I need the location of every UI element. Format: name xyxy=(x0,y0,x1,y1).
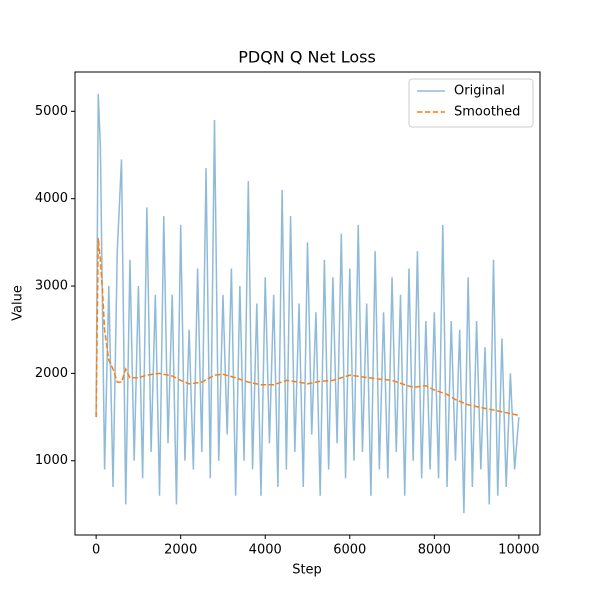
y-axis-label: Value xyxy=(11,285,26,321)
x-tick-label: 6000 xyxy=(333,543,366,558)
legend-label: Original xyxy=(454,84,505,99)
y-tick-label: 3000 xyxy=(35,279,68,294)
plot-frame xyxy=(74,71,541,536)
x-tick-label: 10000 xyxy=(498,543,539,558)
x-axis-label: Step xyxy=(292,563,322,578)
y-tick-label: 5000 xyxy=(35,104,68,119)
y-tick-label: 2000 xyxy=(35,366,68,381)
legend-label: Smoothed xyxy=(454,105,520,120)
y-tick-label: 4000 xyxy=(35,191,68,206)
x-tick-label: 8000 xyxy=(418,543,451,558)
chart-title: PDQN Q Net Loss xyxy=(238,48,376,67)
x-tick-label: 0 xyxy=(92,543,100,558)
series-line xyxy=(95,93,520,514)
y-tick-label: 1000 xyxy=(35,453,68,468)
series-line xyxy=(95,237,520,418)
x-tick-label: 2000 xyxy=(164,543,197,558)
x-tick-label: 4000 xyxy=(249,543,282,558)
